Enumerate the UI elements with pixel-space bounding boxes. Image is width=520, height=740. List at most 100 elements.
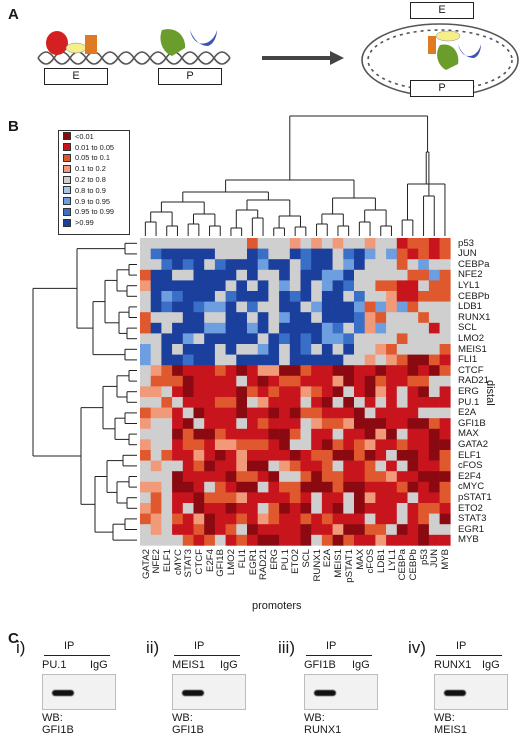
heatmap-cell (172, 301, 184, 313)
heatmap-cell (311, 386, 323, 398)
heatmap-cell (289, 534, 301, 546)
row-label: ERG (458, 385, 479, 397)
wb-label: WB: MEIS1 (434, 712, 468, 736)
blot-number: iii) (278, 638, 295, 657)
heatmap-cell (375, 291, 387, 302)
heatmap-cell (193, 407, 205, 419)
heatmap-cell (354, 301, 365, 313)
heatmap-cell (236, 439, 248, 451)
legend-entry: 0.1 to 0.2 (59, 163, 129, 174)
heatmap-cell (247, 450, 258, 461)
row-label: GATA2 (458, 438, 489, 450)
heatmap-cell (386, 418, 398, 430)
heatmap-cell (161, 322, 173, 334)
lane-label-igg: IgG (482, 659, 500, 671)
heatmap-cell (172, 386, 184, 398)
heatmap-cell (214, 534, 226, 546)
heatmap-cell (428, 344, 440, 355)
heatmap-cell (247, 397, 258, 408)
heatmap-cell (140, 312, 151, 324)
heatmap-cell (247, 280, 258, 292)
heatmap-cell (161, 386, 173, 398)
heatmap-cell (204, 301, 216, 313)
heatmap-cell (279, 418, 291, 430)
heatmap-cell (236, 365, 248, 377)
heatmap-cell (289, 428, 301, 440)
heatmap-cell (354, 481, 365, 493)
heatmap-cell (289, 291, 301, 302)
heatmap-cell (407, 428, 419, 440)
heatmap-cell (386, 291, 398, 302)
heatmap-cell (300, 269, 312, 281)
heatmap-cell (386, 481, 398, 493)
heatmap-cell (439, 397, 451, 408)
heatmap-cell (364, 513, 376, 525)
heatmap-cell (332, 269, 344, 281)
heatmap-cell (396, 269, 408, 281)
panel-a-letter: A (8, 6, 19, 23)
heatmap-cell (386, 322, 398, 334)
heatmap-cell (311, 365, 323, 377)
heatmap-cell (418, 354, 430, 366)
heatmap-cell (214, 513, 226, 525)
heatmap-cell (439, 333, 451, 345)
heatmap-cell (407, 471, 419, 483)
heatmap-cell (172, 407, 184, 419)
legend-entry: <0.01 (59, 131, 129, 142)
heatmap-cell (193, 471, 205, 483)
heatmap-cell (332, 524, 344, 536)
row-label: SCL (458, 322, 477, 334)
heatmap-cell (407, 344, 419, 355)
green-protein-icon (160, 29, 186, 56)
heatmap-cell (428, 301, 440, 313)
heatmap-cell (225, 460, 237, 472)
heatmap-cell (300, 471, 312, 483)
heatmap-cell (204, 280, 216, 292)
heatmap-cell (396, 524, 408, 536)
heatmap-cell (418, 259, 430, 271)
column-label: GATA2 (140, 549, 152, 580)
heatmap-cell (279, 492, 291, 504)
heatmap-cell (247, 481, 258, 493)
row-label: MEIS1 (458, 343, 487, 355)
heatmap-cell (257, 354, 269, 366)
heatmap-cell (279, 291, 291, 302)
heatmap-cell (311, 301, 323, 313)
heatmap-cell (225, 291, 237, 302)
heatmap-cell (150, 471, 162, 483)
heatmap-cell (214, 238, 226, 249)
legend-entry: 0.2 to 0.8 (59, 174, 129, 185)
heatmap-cell (161, 248, 173, 260)
heatmap-cell (161, 418, 173, 430)
heatmap-cell (343, 471, 355, 483)
heatmap-cell (354, 365, 365, 377)
heatmap-cell (204, 291, 216, 302)
heatmap-cell (311, 280, 323, 292)
heatmap-cell (225, 301, 237, 313)
heatmap-cell (182, 354, 194, 366)
heatmap-cell (321, 439, 333, 451)
heatmap-cell (182, 322, 194, 334)
heatmap-cell (257, 238, 269, 249)
heatmap-cell (332, 471, 344, 483)
legend-label: 0.9 to 0.95 (75, 196, 110, 206)
heatmap-cell (311, 344, 323, 355)
heatmap-cell (140, 524, 151, 536)
heatmap-cell (247, 492, 258, 504)
heatmap-cell (225, 481, 237, 493)
heatmap-cell (279, 375, 291, 387)
heatmap-cell (354, 280, 365, 292)
column-label: EGR1 (247, 549, 259, 576)
heatmap-cell (311, 375, 323, 387)
heatmap-cell (150, 375, 162, 387)
heatmap-cell (375, 312, 387, 324)
heatmap-cell (321, 333, 333, 345)
ip-label: IP (456, 640, 467, 652)
heatmap-cell (193, 524, 205, 536)
heatmap-cell (193, 460, 205, 472)
heatmap-cell (439, 492, 451, 504)
heatmap-cell (214, 259, 226, 271)
heatmap-cell (225, 386, 237, 398)
heatmap-cell (204, 534, 216, 546)
heatmap-cell (311, 259, 323, 271)
